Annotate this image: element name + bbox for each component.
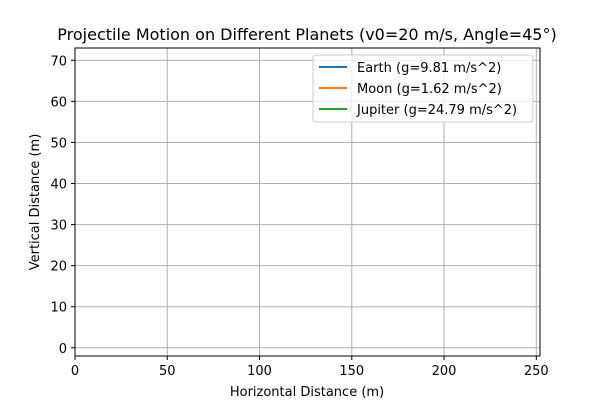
chart-title: Projectile Motion on Different Planets (… [57, 25, 556, 44]
y-axis-title: Vertical Distance (m) [28, 134, 43, 271]
legend-label: Moon (g=1.62 m/s^2) [357, 82, 502, 97]
y-tick-label: 70 [50, 54, 67, 69]
y-axis: 0 10 20 30 40 50 60 70 [50, 54, 75, 357]
y-tick-label: 20 [50, 260, 67, 275]
legend-label: Earth (g=9.81 m/s^2) [357, 61, 501, 76]
x-tick-label: 200 [432, 364, 457, 379]
plot-border [74, 47, 541, 357]
y-tick-label: 50 [50, 136, 67, 151]
x-tick-label: 0 [71, 364, 79, 379]
x-tick-label: 150 [339, 364, 364, 379]
y-tick-label: 10 [50, 301, 67, 316]
y-tick-label: 40 [50, 178, 67, 193]
y-tick-label: 0 [59, 342, 67, 357]
legend: Earth (g=9.81 m/s^2) Moon (g=1.62 m/s^2) J… [312, 54, 534, 123]
x-tick-label: 250 [524, 364, 549, 379]
grid-lines [74, 48, 540, 356]
y-tick-label: 30 [50, 219, 67, 234]
legend-box [312, 54, 534, 123]
y-tick-label: 60 [50, 95, 67, 110]
legend-label: Jupiter (g=24.79 m/s^2) [356, 103, 517, 118]
x-tick-label: 100 [247, 364, 272, 379]
x-axis: 0 50 100 150 200 250 [71, 356, 549, 379]
x-tick-label: 50 [159, 364, 176, 379]
x-axis-title: Horizontal Distance (m) [230, 385, 384, 400]
